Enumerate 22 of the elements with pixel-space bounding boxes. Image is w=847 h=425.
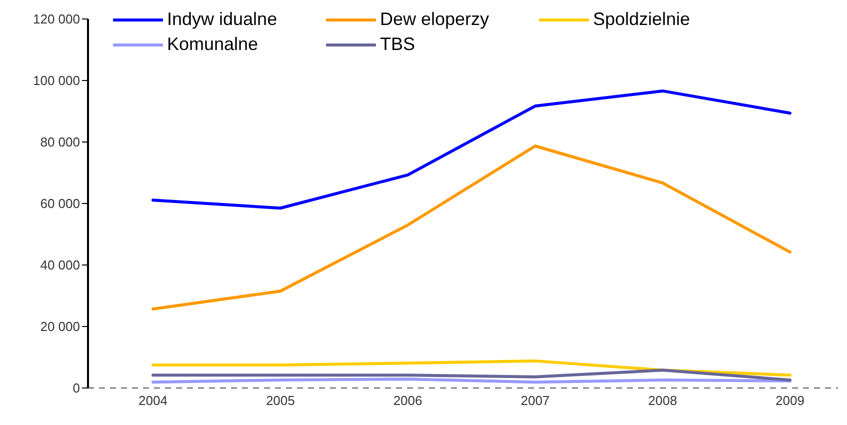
y-tick-label: 40 000 [40, 258, 80, 273]
x-tick-label: 2004 [138, 393, 168, 408]
legend-label: Komunalne [167, 34, 258, 55]
line-series [152, 359, 792, 377]
line-series [152, 144, 792, 310]
y-tick-label: 60 000 [40, 196, 80, 212]
legend-label: Spoldzielnie [593, 9, 690, 30]
x-tick-label: 2005 [266, 393, 295, 408]
y-tick-label: 20 000 [40, 319, 80, 334]
line-series [152, 368, 792, 382]
y-tick-label: 120 000 [33, 12, 80, 27]
y-tick-label: 100 000 [33, 73, 80, 88]
x-tick-label: 2006 [393, 393, 422, 408]
legend-label: Indyw idualne [167, 9, 278, 30]
y-tick-label: 0 [72, 380, 80, 396]
x-tick-label: 2009 [776, 393, 804, 408]
line-series [152, 89, 792, 210]
x-tick-label: 2008 [648, 393, 678, 408]
legend-label: Dew eloperzy [380, 9, 490, 30]
x-tick-label: 2007 [520, 393, 550, 408]
legend-label: TBS [380, 34, 416, 55]
y-tick-label: 80 000 [40, 134, 80, 150]
